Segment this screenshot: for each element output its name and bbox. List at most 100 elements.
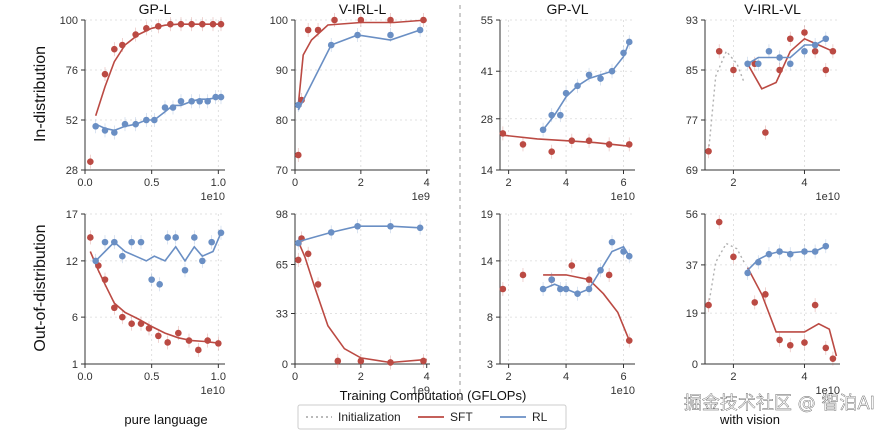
x-tick-label: 6 <box>620 371 626 383</box>
data-point-rl <box>387 31 394 39</box>
x-tick-label: 4 <box>801 371 807 383</box>
x-tick-label: 6 <box>620 177 626 189</box>
data-point-sft <box>314 281 322 288</box>
data-point-rl <box>169 104 177 111</box>
data-point-sft <box>87 158 94 165</box>
data-point-rl <box>539 285 547 293</box>
panel-title: V-IRL-VL <box>744 1 801 17</box>
y-tick-label: 19 <box>481 209 493 221</box>
data-point-sft <box>175 329 182 337</box>
data-point-sft <box>762 291 769 298</box>
y-tick-label: 19 <box>686 308 698 320</box>
data-point-sft <box>801 339 808 346</box>
data-point-rl <box>164 234 171 241</box>
data-point-rl <box>548 111 556 119</box>
data-point-sft <box>209 20 217 28</box>
y-tick-label: 65 <box>276 260 288 272</box>
y-tick-label: 37 <box>686 260 698 272</box>
data-point-sft <box>801 29 808 36</box>
data-point-rl <box>204 97 211 105</box>
data-point-rl <box>92 257 99 265</box>
x-tick-label: 0.5 <box>144 371 159 383</box>
data-point-sft <box>155 332 162 340</box>
data-point-rl <box>585 71 593 79</box>
series-line-sft <box>746 267 838 357</box>
x-tick-label: 2 <box>730 177 736 189</box>
data-point-sft <box>762 129 769 136</box>
y-tick-label: 33 <box>276 308 288 320</box>
x-exponent-label: 1e10 <box>611 385 635 397</box>
data-point-sft <box>568 137 576 145</box>
footer-pure-language: pure language <box>124 412 207 427</box>
data-point-sft <box>294 256 302 264</box>
data-point-rl <box>562 89 570 97</box>
data-point-rl <box>801 47 808 55</box>
data-point-rl <box>557 285 564 293</box>
data-point-sft <box>167 20 174 28</box>
data-point-rl <box>181 266 189 274</box>
data-point-sft <box>294 151 302 159</box>
panel-7: 0 19 37 56 2 4 1e10 <box>686 209 840 397</box>
y-tick-label: 6 <box>72 312 78 324</box>
data-point-sft <box>128 320 135 327</box>
data-point-sft <box>822 344 830 352</box>
data-point-sft <box>111 45 118 53</box>
data-point-sft <box>87 234 94 241</box>
data-point-rl <box>562 285 570 293</box>
data-point-sft <box>143 25 150 32</box>
y-tick-label: 1 <box>72 359 78 371</box>
data-point-rl <box>151 116 158 124</box>
data-point-sft <box>705 147 712 155</box>
data-point-sft <box>164 339 171 346</box>
data-point-sft <box>705 301 712 309</box>
data-point-rl <box>188 97 195 105</box>
x-tick-label: 4 <box>424 177 430 189</box>
legend-label-sft: SFT <box>450 410 473 424</box>
y-tick-label: 0 <box>282 359 288 371</box>
series-line-sft <box>543 274 631 341</box>
data-point-sft <box>101 276 109 283</box>
data-point-rl <box>294 239 302 247</box>
panel-title: GP-VL <box>546 1 588 17</box>
data-point-sft <box>730 66 737 74</box>
data-point-sft <box>217 20 225 28</box>
y-tick-label: 77 <box>686 115 698 127</box>
panel-3: 69 77 85 93 2 4 1e10 V-IRL-VL <box>686 1 840 203</box>
data-point-rl <box>172 234 179 241</box>
data-point-rl <box>548 276 556 283</box>
data-point-sft <box>829 355 837 362</box>
data-point-sft <box>132 31 139 38</box>
data-point-sft <box>195 346 202 354</box>
y-tick-label: 93 <box>686 15 698 27</box>
data-point-rl <box>811 248 819 255</box>
data-point-sft <box>499 285 507 293</box>
x-exponent-label: 1e9 <box>412 191 430 203</box>
panel-title: V-IRL-L <box>339 1 387 17</box>
data-point-sft <box>304 250 312 258</box>
legend: Initialization SFT RL <box>297 404 567 430</box>
x-tick-label: 1.0 <box>211 371 226 383</box>
row-label-out-of-distribution: Out-of-distribution <box>32 224 49 351</box>
series-line-sft <box>94 23 221 117</box>
x-tick-label: 4 <box>563 177 569 189</box>
data-point-rl <box>121 120 129 128</box>
data-point-rl <box>744 269 751 277</box>
data-point-sft <box>776 336 783 344</box>
data-point-rl <box>620 49 627 57</box>
data-point-rl <box>111 129 118 136</box>
data-point-rl <box>208 238 215 246</box>
data-point-sft <box>811 301 819 309</box>
data-point-rl <box>132 120 139 128</box>
data-point-sft <box>204 337 211 344</box>
data-point-sft <box>625 141 633 148</box>
data-point-rl <box>765 47 773 55</box>
y-tick-label: 55 <box>481 15 493 27</box>
y-tick-label: 90 <box>276 65 288 77</box>
data-point-sft <box>519 271 527 279</box>
data-point-rl <box>597 266 604 274</box>
footer-with-vision: with vision <box>719 412 780 427</box>
data-point-sft <box>822 66 830 74</box>
data-point-rl <box>196 97 203 105</box>
data-point-rl <box>776 248 783 255</box>
